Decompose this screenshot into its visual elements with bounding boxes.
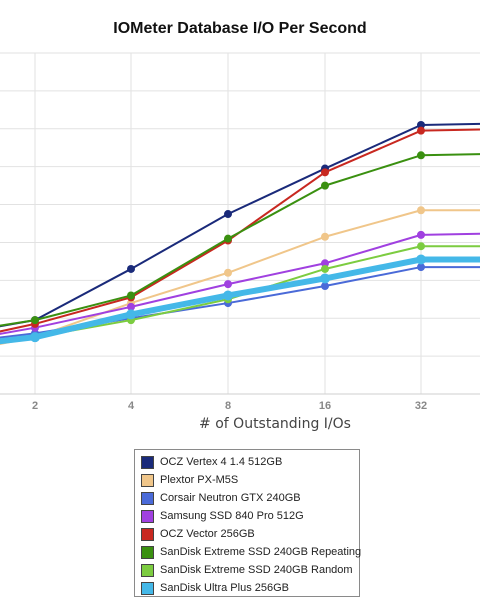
data-point	[417, 206, 425, 215]
series-layer	[0, 120, 480, 346]
data-point	[417, 120, 425, 129]
data-point	[417, 230, 425, 239]
data-point	[224, 210, 232, 219]
data-point	[321, 264, 329, 273]
series-line	[0, 128, 480, 333]
x-tick-label: 8	[225, 400, 231, 412]
legend-label: OCZ Vector 256GB	[160, 528, 255, 540]
data-point	[320, 273, 330, 284]
x-axis-label: # of Outstanding I/Os	[199, 416, 351, 432]
data-point	[321, 232, 329, 241]
data-point	[224, 268, 232, 277]
legend-item: SanDisk Extreme SSD 240GB Repeating	[141, 543, 361, 561]
data-point	[321, 259, 329, 268]
data-point	[224, 234, 232, 243]
series-line	[0, 122, 480, 328]
legend-swatch	[141, 581, 154, 595]
series-line	[0, 153, 480, 327]
legend-item: SanDisk Ultra Plus 256GB	[141, 579, 353, 597]
legend-swatch	[141, 563, 154, 577]
data-point	[417, 126, 425, 135]
legend-label: SanDisk Extreme SSD 240GB Repeating	[160, 546, 362, 558]
series-line	[0, 256, 480, 345]
data-point	[224, 280, 232, 289]
data-point	[127, 264, 135, 273]
data-point	[417, 242, 425, 251]
data-point	[30, 332, 40, 343]
data-point	[127, 291, 135, 300]
grid	[0, 52, 480, 395]
x-tick-label: 16	[319, 400, 331, 412]
legend-swatch	[141, 455, 154, 469]
legend-item: OCZ Vector 256GB	[141, 525, 353, 543]
data-point	[416, 254, 426, 265]
data-point	[321, 282, 329, 291]
data-point	[31, 316, 39, 325]
chart-title: IOMeter Database I/O Per Second	[113, 20, 367, 37]
legend-label: SanDisk Extreme SSD 240GB Random	[160, 564, 353, 576]
data-point	[321, 168, 329, 177]
data-point	[417, 151, 425, 160]
legend-swatch	[141, 527, 154, 541]
legend-label: Corsair Neutron GTX 240GB	[160, 492, 301, 504]
data-point	[417, 263, 425, 272]
legend: OCZ Vertex 4 1.4 512GB Plextor PX-M5S Cors…	[134, 449, 361, 597]
legend-item: Corsair Neutron GTX 240GB	[141, 489, 353, 507]
legend-swatch	[141, 545, 154, 559]
x-tick-label: 4	[128, 400, 135, 412]
data-point	[321, 181, 329, 190]
x-tick-label: 2	[32, 400, 38, 412]
data-point	[126, 309, 136, 320]
legend-item: OCZ Vertex 4 1.4 512GB	[141, 453, 353, 471]
legend-swatch	[141, 473, 154, 487]
legend-item: Samsung SSD 840 Pro 512G	[141, 507, 353, 525]
legend-swatch	[141, 491, 154, 505]
legend-label: SanDisk Ultra Plus 256GB	[160, 582, 289, 594]
x-tick-label: 32	[415, 400, 427, 412]
series-line	[0, 266, 480, 339]
x-tick-labels: 2 4 8 16 32	[32, 400, 427, 412]
legend-swatch	[141, 509, 154, 523]
legend-label: Samsung SSD 840 Pro 512G	[160, 510, 304, 522]
data-point	[223, 290, 233, 301]
legend-item: SanDisk Extreme SSD 240GB Random	[141, 561, 353, 579]
legend-label: OCZ Vertex 4 1.4 512GB	[160, 456, 283, 468]
data-point	[127, 302, 135, 311]
legend-item: Plextor PX-M5S	[141, 471, 353, 489]
legend-label: Plextor PX-M5S	[160, 474, 239, 486]
